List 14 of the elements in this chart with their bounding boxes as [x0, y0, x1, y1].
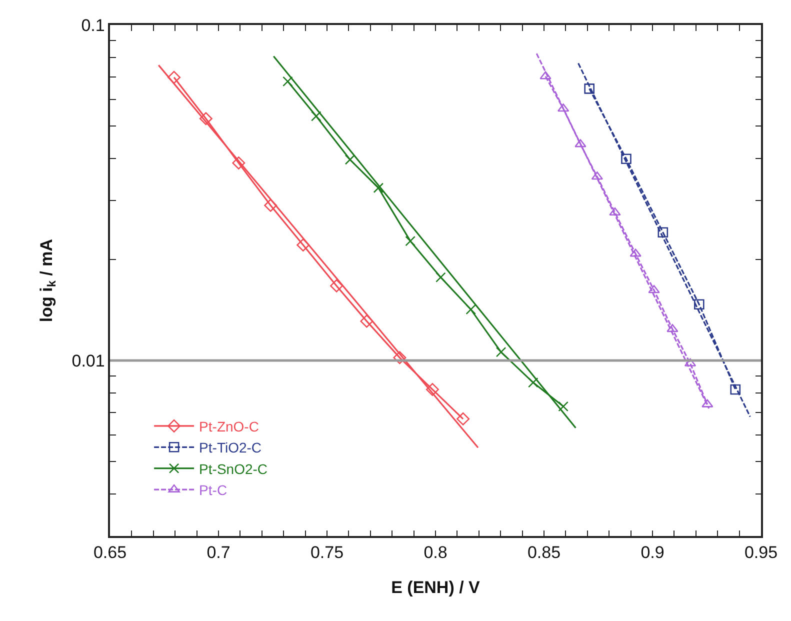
y-tick-label: 0.01: [72, 352, 105, 370]
x-tick-label: 0.7: [206, 543, 230, 562]
x-tick-label: 0.9: [640, 543, 664, 562]
legend-label: Pt-ZnO-C: [199, 418, 259, 434]
legend-label: Pt-TiO2-C: [199, 440, 262, 456]
y-tick-label: 0.1: [81, 16, 105, 35]
x-tick-label: 0.75: [310, 543, 344, 562]
x-axis-title: E (ENH) / V: [391, 578, 481, 598]
x-tick-label: 0.85: [527, 543, 561, 562]
x-tick-label: 0.95: [744, 543, 778, 562]
x-tick-label: 0.65: [93, 543, 127, 562]
legend-label: Pt-C: [199, 482, 228, 498]
legend-label: Pt-SnO2-C: [199, 460, 268, 477]
x-tick-label: 0.8: [424, 543, 448, 562]
